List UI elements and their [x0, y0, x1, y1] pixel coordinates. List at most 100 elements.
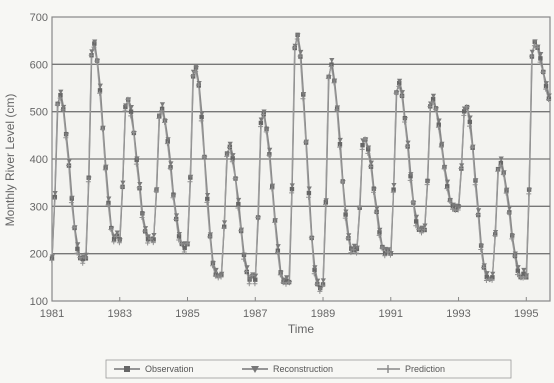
data-point-observation: [521, 271, 526, 277]
data-point-prediction: [435, 124, 441, 130]
data-point-prediction: [362, 136, 368, 142]
data-point-reconstruction: [447, 198, 453, 203]
data-point-prediction: [164, 141, 170, 147]
data-point-reconstruction: [385, 247, 391, 252]
data-point-reconstruction: [405, 140, 411, 146]
data-point-prediction: [108, 227, 114, 233]
data-point-reconstruction: [334, 105, 341, 110]
y-tick-label: 600: [30, 59, 48, 71]
data-point-observation: [306, 190, 312, 196]
data-point-reconstruction: [69, 195, 75, 201]
data-point-reconstruction: [106, 196, 112, 202]
data-point-reconstruction: [238, 227, 245, 233]
data-point-prediction: [232, 176, 238, 182]
data-point-reconstruction: [306, 186, 312, 192]
data-point-reconstruction: [354, 245, 360, 251]
data-point-reconstruction: [526, 187, 533, 193]
data-point-reconstruction: [269, 183, 276, 189]
data-point-prediction: [229, 159, 235, 165]
data-point-prediction: [241, 256, 247, 262]
data-point-prediction: [249, 273, 255, 279]
data-point-prediction: [221, 225, 227, 231]
data-point-observation: [151, 237, 156, 242]
data-point-reconstruction: [92, 39, 98, 45]
data-point-reconstruction: [140, 212, 146, 217]
y-tick-label: 700: [30, 12, 48, 24]
data-point-prediction: [306, 194, 312, 200]
data-point-prediction: [99, 126, 105, 132]
data-point-observation: [258, 120, 264, 126]
data-point-reconstruction: [329, 57, 335, 63]
data-point-prediction: [506, 210, 512, 216]
data-point-prediction: [187, 179, 193, 185]
data-point-prediction: [111, 239, 117, 245]
data-point-reconstruction: [315, 278, 321, 284]
data-point-reconstruction: [509, 234, 516, 239]
data-point-prediction: [424, 182, 430, 188]
data-point-reconstruction: [264, 127, 270, 133]
data-point-prediction: [114, 233, 120, 239]
data-point-reconstruction: [524, 273, 530, 278]
data-point-observation: [413, 219, 419, 224]
data-point-reconstruction: [63, 132, 70, 138]
data-point-reconstruction: [261, 109, 267, 115]
data-point-reconstruction: [244, 265, 250, 270]
data-point-observation: [253, 277, 258, 282]
data-point-prediction: [421, 227, 427, 233]
data-point-prediction: [447, 198, 453, 204]
data-point-prediction: [263, 129, 269, 135]
data-point-prediction: [370, 189, 376, 195]
data-point-reconstruction: [332, 78, 338, 84]
data-point-reconstruction: [377, 227, 383, 233]
data-point-reconstruction: [137, 182, 143, 187]
data-point-prediction: [105, 202, 111, 208]
data-point-prediction: [156, 115, 162, 121]
data-point-prediction: [385, 249, 391, 255]
data-point-reconstruction: [128, 104, 134, 110]
data-point-prediction: [523, 274, 529, 280]
data-point-prediction: [526, 191, 532, 197]
data-point-prediction: [503, 190, 509, 196]
data-point-reconstruction: [165, 137, 171, 142]
data-point-reconstruction: [250, 272, 256, 277]
data-point-prediction: [430, 99, 436, 105]
data-point-prediction: [224, 153, 230, 159]
data-point-prediction: [351, 247, 357, 253]
data-point-prediction: [218, 274, 224, 280]
data-point-prediction: [466, 123, 472, 129]
data-point-reconstruction: [210, 261, 216, 266]
legend-label-prediction: Prediction: [405, 364, 445, 374]
data-point-reconstruction: [207, 232, 214, 237]
data-point-prediction: [133, 161, 139, 167]
data-point-reconstruction: [360, 138, 366, 144]
data-point-prediction: [404, 143, 410, 149]
data-point-reconstruction: [134, 156, 140, 161]
data-point-prediction: [246, 281, 252, 287]
legend-box: [105, 359, 512, 379]
data-point-prediction: [122, 108, 128, 114]
data-point-prediction: [260, 112, 266, 118]
data-point-prediction: [210, 263, 216, 269]
data-point-reconstruction: [52, 190, 58, 196]
data-point-observation: [199, 114, 204, 120]
data-point-prediction: [125, 96, 131, 102]
data-point-prediction: [266, 152, 272, 158]
data-point-reconstruction: [196, 80, 202, 86]
x-tick-label: 1983: [108, 308, 132, 320]
data-point-reconstruction: [100, 125, 106, 131]
data-point-prediction: [212, 273, 218, 279]
data-point-prediction: [147, 236, 153, 242]
data-point-prediction: [119, 184, 125, 190]
data-point-prediction: [128, 113, 134, 119]
data-point-prediction: [464, 104, 470, 110]
data-point-reconstruction: [159, 102, 166, 107]
data-point-prediction: [365, 150, 371, 156]
data-point-prediction: [74, 250, 80, 256]
data-point-prediction: [142, 228, 148, 234]
data-point-reconstruction: [151, 233, 157, 238]
data-point-observation: [75, 246, 80, 252]
data-point-prediction: [80, 260, 86, 266]
data-point-prediction: [407, 177, 413, 183]
data-point-prediction: [258, 124, 264, 130]
data-point-prediction: [410, 199, 416, 205]
